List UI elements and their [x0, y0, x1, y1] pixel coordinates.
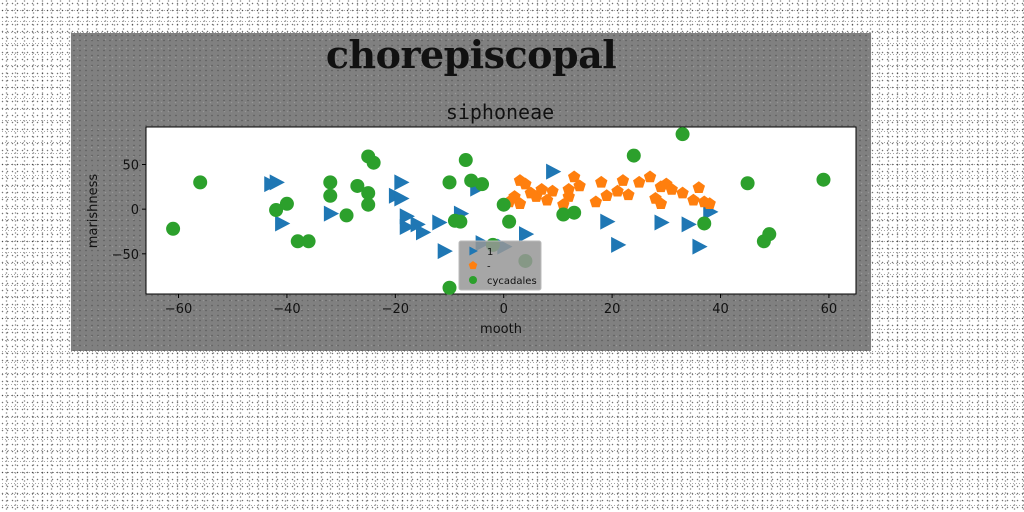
data-point-series-2 — [562, 183, 575, 195]
data-point-series-2 — [703, 197, 716, 210]
data-point-series-2 — [540, 193, 554, 206]
data-point-series-3 — [740, 176, 755, 191]
legend: 1 - cycadales — [458, 240, 542, 291]
data-point-series-3 — [339, 208, 354, 223]
data-point-series-3 — [626, 148, 641, 163]
data-point-series-2 — [643, 170, 657, 183]
y-tick-label: −50 — [112, 248, 139, 263]
data-point-series-1 — [546, 163, 562, 180]
data-point-series-1 — [275, 215, 291, 232]
data-point-series-3 — [193, 175, 208, 190]
data-point-series-3 — [442, 280, 457, 295]
legend-box — [458, 240, 542, 291]
legend-label: - — [487, 262, 491, 273]
data-point-series-1 — [611, 236, 627, 253]
data-point-series-3 — [697, 216, 712, 231]
data-point-series-3 — [301, 234, 316, 249]
data-point-series-1 — [654, 214, 670, 231]
legend-marker — [468, 261, 478, 270]
y-axis-label: marishness — [86, 174, 101, 249]
data-point-series-1 — [681, 216, 697, 233]
data-point-series-2 — [665, 183, 678, 195]
data-point-series-2 — [622, 188, 635, 201]
data-point-series-2 — [562, 190, 575, 202]
data-point-series-1 — [269, 174, 285, 191]
data-point-series-2 — [692, 181, 706, 193]
data-point-series-3 — [762, 227, 777, 242]
data-point-series-1 — [432, 214, 448, 231]
figure-title: chorepiscopal — [325, 32, 617, 77]
x-tick-label: 0 — [500, 302, 508, 317]
data-point-series-3 — [816, 172, 831, 187]
data-point-series-1 — [394, 190, 410, 207]
x-tick-label: −60 — [165, 302, 192, 317]
figure-panel: siphoneae −60 −40 −20 0 20 40 60 −50 0 50 mooth m… — [71, 33, 871, 351]
legend-label: cycadales — [487, 276, 537, 287]
data-point-series-2 — [519, 177, 532, 190]
data-point-series-3 — [361, 186, 376, 201]
data-point-series-1 — [600, 213, 616, 230]
data-point-series-1 — [410, 216, 426, 233]
data-point-series-1 — [437, 243, 453, 260]
x-axis-label: mooth — [480, 322, 522, 337]
data-point-series-2 — [546, 184, 559, 197]
data-point-series-2 — [616, 174, 630, 186]
data-point-series-3 — [279, 196, 294, 211]
y-tick-label: 50 — [122, 159, 139, 174]
data-point-series-2 — [567, 170, 581, 183]
data-point-series-3 — [350, 178, 365, 193]
legend-label: 1 — [487, 247, 493, 258]
data-point-series-2 — [654, 197, 668, 210]
data-point-series-1 — [518, 226, 535, 243]
data-point-series-3 — [675, 127, 690, 142]
y-tick-label: 0 — [131, 203, 139, 218]
data-point-series-2 — [600, 189, 613, 202]
data-point-series-1 — [416, 224, 432, 241]
data-point-series-2 — [508, 190, 521, 202]
data-point-series-1 — [323, 205, 340, 222]
data-point-series-3 — [166, 221, 181, 236]
data-point-series-2 — [611, 184, 624, 197]
data-point-series-2 — [676, 186, 689, 199]
data-point-series-2 — [589, 195, 603, 208]
x-tick-label: 60 — [821, 302, 838, 317]
data-point-series-2 — [535, 183, 548, 195]
data-point-series-3 — [366, 155, 381, 170]
data-point-series-3 — [475, 177, 490, 192]
data-point-series-1 — [399, 219, 415, 236]
data-point-series-3 — [323, 188, 338, 203]
axes-title: siphoneae — [446, 100, 554, 124]
data-point-series-1 — [399, 208, 415, 225]
data-point-series-3 — [458, 153, 473, 168]
legend-marker — [469, 276, 477, 284]
data-point-series-3 — [269, 203, 284, 218]
scatter-plot: siphoneae −60 −40 −20 0 20 40 60 −50 0 50 mooth m… — [86, 100, 857, 337]
data-point-series-2 — [595, 175, 608, 188]
data-point-series-2 — [633, 175, 646, 188]
data-point-series-3 — [323, 175, 338, 190]
x-tick-label: 20 — [604, 302, 621, 317]
data-point-series-2 — [687, 193, 700, 206]
x-tick-label: −20 — [382, 302, 409, 317]
data-point-series-3 — [556, 207, 571, 222]
axis-ticks: −60 −40 −20 0 20 40 60 −50 0 50 — [112, 159, 838, 317]
legend-marker — [469, 246, 478, 256]
data-point-series-3 — [290, 234, 305, 249]
data-point-series-2 — [573, 179, 586, 192]
data-point-series-3 — [361, 197, 376, 212]
data-point-series-1 — [394, 174, 410, 191]
data-marks — [166, 127, 831, 295]
data-point-series-3 — [442, 175, 457, 190]
data-point-series-3 — [567, 205, 582, 220]
data-point-series-2 — [513, 197, 527, 210]
data-point-series-3 — [453, 214, 468, 229]
data-point-series-3 — [502, 214, 517, 229]
x-tick-label: 40 — [712, 302, 729, 317]
x-tick-label: −40 — [273, 302, 300, 317]
data-point-series-3 — [496, 197, 511, 212]
data-point-series-1 — [692, 238, 708, 255]
data-point-series-3 — [464, 173, 479, 188]
